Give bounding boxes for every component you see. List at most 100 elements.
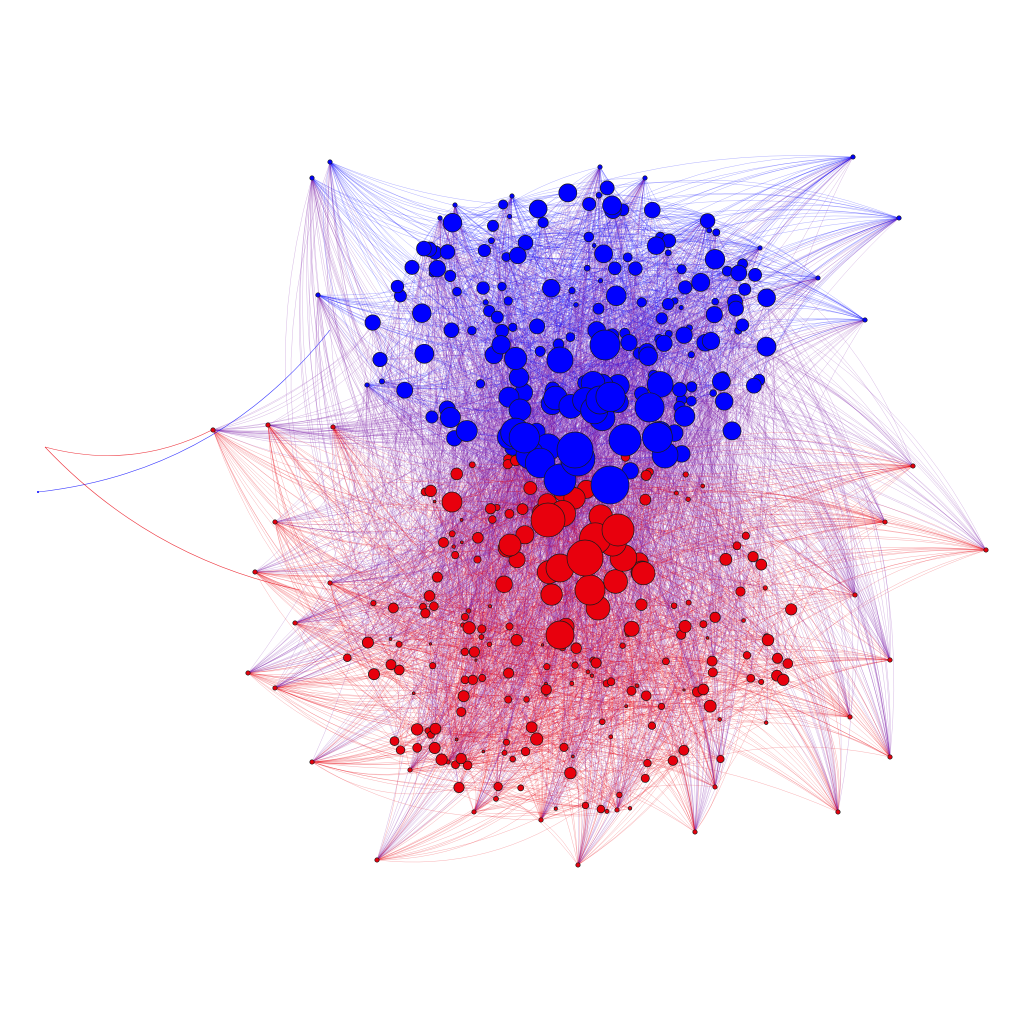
- edge: [563, 747, 631, 809]
- edge: [575, 302, 767, 347]
- edge: [552, 353, 640, 390]
- blue-node: [508, 367, 530, 388]
- edge: [546, 659, 698, 693]
- edge: [453, 286, 509, 547]
- blue-node: [599, 180, 615, 196]
- edge: [661, 318, 769, 641]
- edge: [482, 192, 568, 289]
- edge: [364, 641, 460, 788]
- blue-node: [642, 175, 648, 181]
- edge: [467, 626, 686, 766]
- edge: [685, 340, 716, 475]
- edge: [579, 280, 611, 459]
- edge: [555, 449, 601, 809]
- edge: [456, 252, 669, 300]
- edge: [497, 786, 586, 808]
- edge: [529, 314, 715, 456]
- red-node: [210, 427, 216, 433]
- blue-node: [590, 465, 630, 505]
- red-node: [706, 655, 718, 667]
- edge: [495, 664, 576, 799]
- edge: [454, 216, 510, 560]
- edge: [464, 644, 594, 661]
- blue-node: [655, 312, 668, 325]
- edge: [652, 209, 734, 707]
- red-node: [327, 580, 333, 586]
- red-node: [761, 633, 775, 647]
- edge: [684, 259, 737, 627]
- red-node: [685, 599, 692, 606]
- edge: [574, 665, 612, 737]
- blue-node: [591, 243, 597, 248]
- blue-node: [862, 317, 868, 323]
- edge: [437, 268, 594, 384]
- edge: [526, 678, 751, 711]
- edge: [448, 537, 479, 759]
- edge: [417, 705, 627, 736]
- red-node: [678, 620, 692, 633]
- red-node: [428, 742, 441, 754]
- edge: [540, 511, 767, 638]
- blue-node: [482, 299, 489, 306]
- red-node: [764, 720, 769, 725]
- edge: [645, 287, 713, 779]
- edge: [600, 330, 739, 517]
- blue-node: [488, 237, 495, 244]
- edge: [430, 689, 685, 745]
- edge: [725, 559, 784, 680]
- red-node: [370, 600, 377, 607]
- outlier-node: [37, 491, 39, 493]
- red-node: [530, 502, 566, 538]
- edge: [461, 663, 788, 764]
- edge: [655, 245, 742, 707]
- blue-node: [675, 326, 693, 344]
- blue-node: [507, 213, 513, 219]
- red-node: [705, 636, 710, 640]
- edge: [469, 250, 485, 331]
- red-node: [616, 791, 623, 799]
- edge: [600, 287, 704, 810]
- edge: [364, 308, 599, 642]
- edge: [456, 573, 644, 740]
- red-node: [510, 634, 523, 647]
- red-node: [564, 766, 577, 780]
- edge: [497, 236, 661, 318]
- red-node: [631, 561, 656, 586]
- edge: [373, 603, 547, 667]
- red-node: [747, 551, 759, 563]
- edge: [452, 286, 503, 652]
- blue-node: [364, 314, 381, 331]
- blue-node: [602, 195, 622, 216]
- edge: [559, 342, 611, 569]
- edge: [495, 663, 788, 800]
- edge: [367, 230, 710, 643]
- edge: [559, 567, 698, 693]
- edge: [460, 711, 499, 787]
- blue-node: [467, 325, 477, 336]
- red-node: [457, 690, 470, 703]
- edge: [555, 475, 626, 795]
- red-node: [435, 753, 448, 766]
- red-node: [429, 722, 442, 735]
- red-node: [462, 621, 476, 635]
- red-node: [703, 699, 717, 713]
- edge: [698, 301, 767, 723]
- edge: [437, 253, 604, 578]
- edge: [390, 392, 524, 640]
- edge: [381, 353, 494, 382]
- edge: [653, 272, 739, 376]
- blue-node: [437, 215, 443, 221]
- edge: [482, 250, 632, 692]
- edge: [509, 626, 529, 700]
- edge: [437, 300, 511, 578]
- edge: [483, 602, 689, 752]
- red-node: [540, 643, 545, 647]
- edge: [609, 257, 646, 490]
- edge: [400, 295, 553, 390]
- edge: [555, 475, 738, 546]
- edge: [442, 256, 507, 788]
- blue-node: [672, 382, 688, 398]
- red-node: [488, 604, 493, 609]
- edge: [492, 357, 647, 696]
- red-node: [635, 598, 648, 611]
